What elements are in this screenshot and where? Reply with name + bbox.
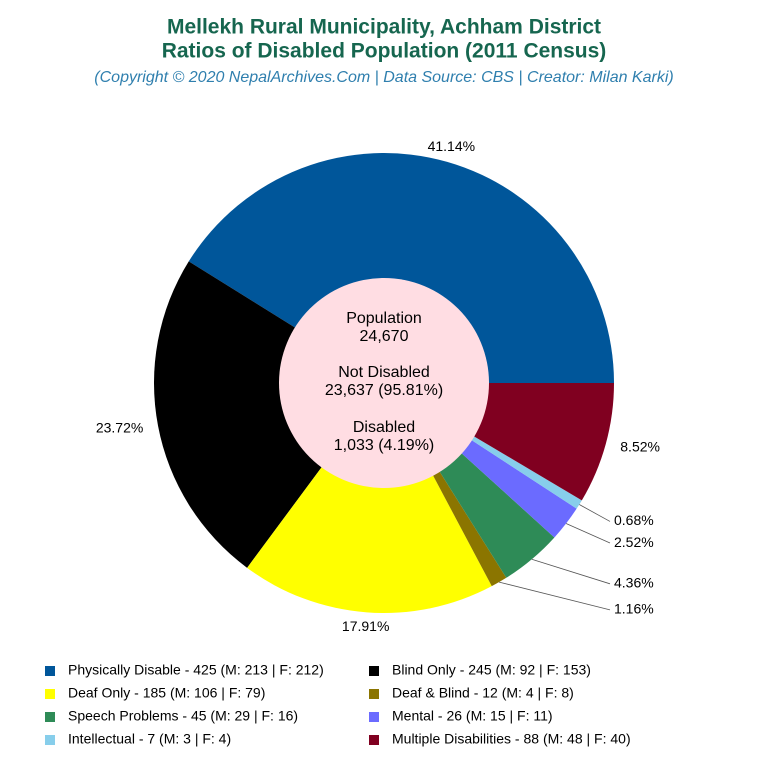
slice: [188, 153, 614, 383]
data-label: 8.52%: [620, 438, 660, 454]
legend-swatch: [45, 689, 55, 699]
leader-line: [579, 504, 611, 522]
legend-swatch: [369, 666, 379, 676]
legend-label: Multiple Disabilities - 88 (M: 48 | F: 4…: [392, 731, 631, 747]
legend-label: Blind Only - 245 (M: 92 | F: 153): [392, 662, 591, 678]
legend-swatch: [369, 712, 379, 722]
center-label: 1,033 (4.19%): [334, 437, 435, 454]
data-label: 1.16%: [614, 601, 654, 617]
data-label: 2.52%: [614, 534, 654, 550]
slice: [247, 383, 492, 613]
chart-title: Ratios of Disabled Population (2011 Cens…: [162, 40, 607, 63]
legend-label: Mental - 26 (M: 15 | F: 11): [392, 708, 553, 724]
data-label: 23.72%: [96, 420, 143, 436]
data-label: 17.91%: [342, 618, 389, 634]
data-label: 0.68%: [614, 512, 654, 528]
legend-label: Deaf & Blind - 12 (M: 4 | F: 8): [392, 685, 574, 701]
center-circle: [279, 278, 489, 488]
center-label: 24,670: [360, 328, 409, 345]
center-label: Population: [346, 310, 422, 327]
slice: [154, 261, 384, 568]
center-label: Not Disabled: [338, 364, 430, 381]
legend-swatch: [369, 735, 379, 745]
legend-label: Speech Problems - 45 (M: 29 | F: 16): [68, 708, 298, 724]
data-label: 4.36%: [614, 575, 654, 591]
leader-line: [565, 523, 611, 544]
data-label: 41.14%: [428, 138, 475, 154]
legend-label: Intellectual - 7 (M: 3 | F: 4): [68, 731, 231, 747]
center-label: Disabled: [353, 419, 415, 436]
legend-swatch: [45, 712, 55, 722]
center-label: 23,637 (95.81%): [325, 382, 443, 399]
legend-label: Physically Disable - 425 (M: 213 | F: 21…: [68, 662, 324, 678]
chart-title: Mellekh Rural Municipality, Achham Distr…: [167, 16, 601, 39]
legend-swatch: [45, 666, 55, 676]
chart-subtitle: (Copyright © 2020 NepalArchives.Com | Da…: [94, 69, 673, 86]
leader-line: [499, 581, 611, 611]
legend-swatch: [369, 689, 379, 699]
legend-label: Deaf Only - 185 (M: 106 | F: 79): [68, 685, 265, 701]
legend-swatch: [45, 735, 55, 745]
leader-line: [531, 558, 611, 585]
